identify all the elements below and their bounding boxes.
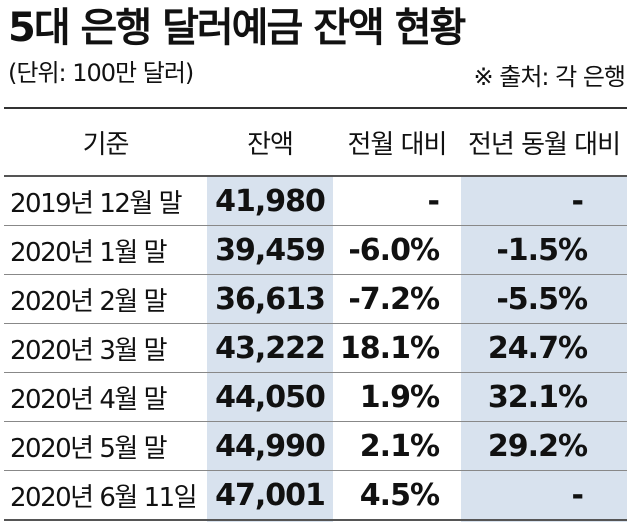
row-date: 2020년 6월 11일 bbox=[4, 470, 207, 521]
row-date: 2020년 2월 말 bbox=[4, 274, 207, 324]
row-date: 2020년 4월 말 bbox=[4, 372, 207, 422]
row-balance: 44,990 bbox=[207, 421, 333, 471]
row-balance: 44,050 bbox=[207, 372, 333, 422]
row-yoy-change: -5.5% bbox=[461, 274, 627, 324]
table-row: 2020년 4월 말 44,050 1.9% 32.1% bbox=[4, 372, 627, 422]
row-yoy-change: -1.5% bbox=[461, 225, 627, 275]
row-yoy-change: 24.7% bbox=[461, 323, 627, 373]
page-title: 5대 은행 달러예금 잔액 현황 bbox=[8, 5, 466, 51]
table-header-row: 기준 잔액 전월 대비 전년 동월 대비 bbox=[4, 109, 627, 177]
header-yoy-change: 전년 동월 대비 bbox=[461, 109, 627, 177]
row-balance: 41,980 bbox=[207, 176, 333, 226]
row-balance: 39,459 bbox=[207, 225, 333, 275]
header-base-date: 기준 bbox=[4, 109, 207, 177]
dollar-deposit-table: 기준 잔액 전월 대비 전년 동월 대비 2019년 12월 말 41,980 … bbox=[4, 109, 627, 521]
row-mom-change: - bbox=[333, 176, 461, 226]
top-divider bbox=[4, 107, 627, 109]
row-date: 2020년 3월 말 bbox=[4, 323, 207, 373]
row-date: 2020년 1월 말 bbox=[4, 225, 207, 275]
table-row: 2020년 5월 말 44,990 2.1% 29.2% bbox=[4, 421, 627, 471]
row-yoy-change: 29.2% bbox=[461, 421, 627, 471]
row-yoy-change: - bbox=[461, 176, 627, 226]
row-balance: 47,001 bbox=[207, 470, 333, 521]
row-mom-change: 4.5% bbox=[333, 470, 461, 521]
row-mom-change: 2.1% bbox=[333, 421, 461, 471]
table-row: 2020년 6월 11일 47,001 4.5% - bbox=[4, 470, 627, 521]
row-yoy-change: - bbox=[461, 470, 627, 521]
header-mom-change: 전월 대비 bbox=[333, 109, 461, 177]
source-note: ※ 출처: 각 은행 bbox=[473, 63, 626, 91]
row-mom-change: -6.0% bbox=[333, 225, 461, 275]
row-balance: 43,222 bbox=[207, 323, 333, 373]
table-row: 2020년 3월 말 43,222 18.1% 24.7% bbox=[4, 323, 627, 373]
header-balance: 잔액 bbox=[207, 109, 333, 177]
row-mom-change: -7.2% bbox=[333, 274, 461, 324]
row-balance: 36,613 bbox=[207, 274, 333, 324]
row-mom-change: 18.1% bbox=[333, 323, 461, 373]
row-date: 2019년 12월 말 bbox=[4, 176, 207, 226]
unit-note: (단위: 100만 달러) bbox=[8, 59, 194, 87]
table-row: 2020년 1월 말 39,459 -6.0% -1.5% bbox=[4, 225, 627, 275]
table-row: 2019년 12월 말 41,980 - - bbox=[4, 176, 627, 226]
row-date: 2020년 5월 말 bbox=[4, 421, 207, 471]
table-row: 2020년 2월 말 36,613 -7.2% -5.5% bbox=[4, 274, 627, 324]
row-mom-change: 1.9% bbox=[333, 372, 461, 422]
row-yoy-change: 32.1% bbox=[461, 372, 627, 422]
